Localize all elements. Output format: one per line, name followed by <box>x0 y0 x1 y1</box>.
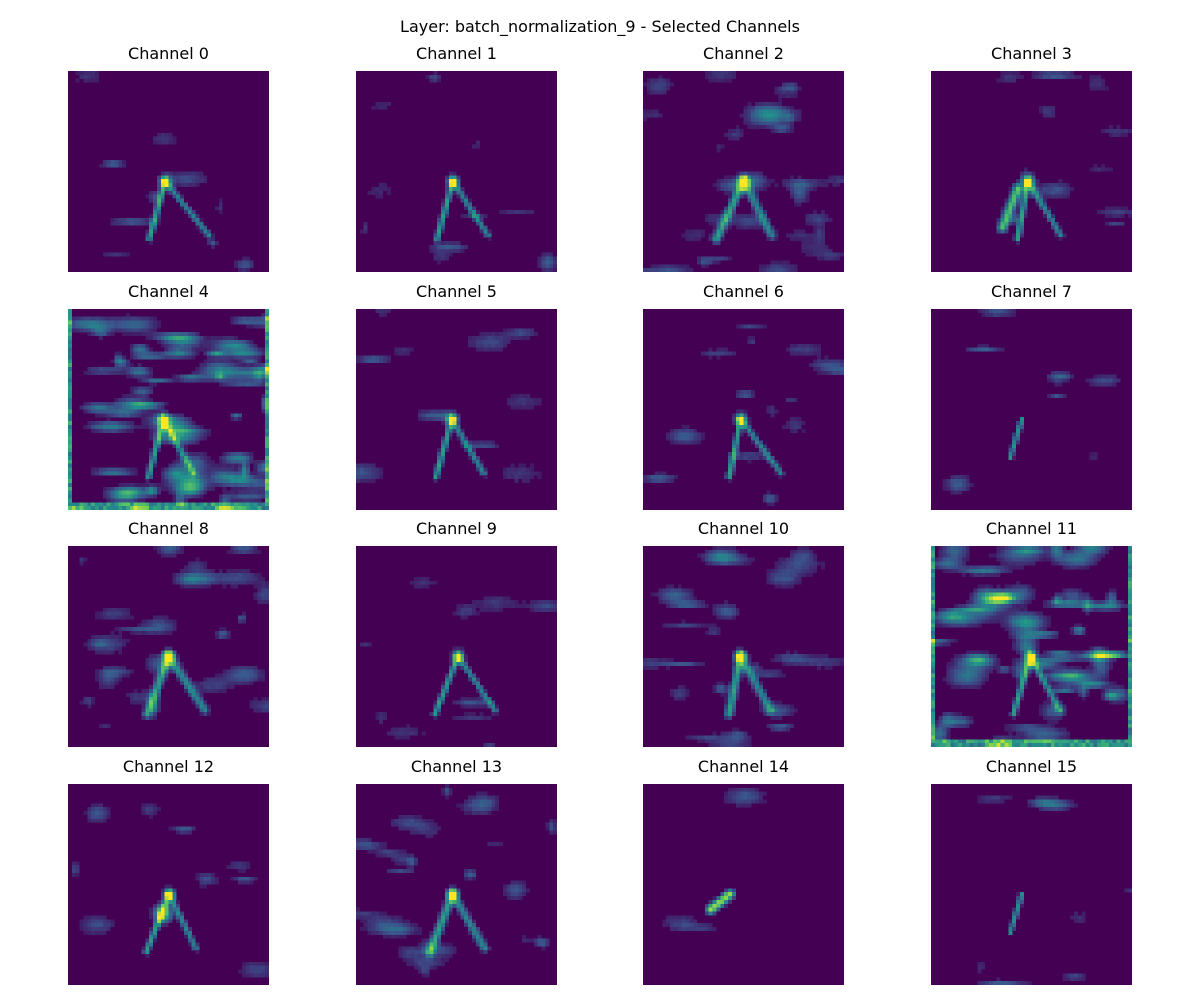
channel-title: Channel 5 <box>416 282 497 301</box>
activation-heatmap <box>931 71 1132 272</box>
channel-panel: Channel 6 <box>643 282 844 510</box>
heatmap-background <box>931 784 1132 985</box>
activation-heatmap <box>68 546 269 747</box>
figure-title: Layer: batch_normalization_9 - Selected … <box>400 17 800 36</box>
activation-heatmap <box>68 309 269 510</box>
channel-panel: Channel 11 <box>931 519 1132 747</box>
channel-title: Channel 13 <box>410 757 503 776</box>
activation-heatmap <box>68 784 269 985</box>
activation-heatmap <box>356 309 557 510</box>
activation-heatmap <box>356 784 557 985</box>
activation-heatmap <box>931 784 1132 985</box>
channel-panel: Channel 5 <box>356 282 557 510</box>
channel-panel: Channel 9 <box>356 519 557 747</box>
channel-title: Channel 2 <box>703 44 784 63</box>
channel-title: Channel 8 <box>128 519 209 538</box>
channel-panel: Channel 1 <box>356 44 557 272</box>
channel-title: Channel 14 <box>697 757 790 776</box>
channel-title: Channel 1 <box>416 44 497 63</box>
channel-panel: Channel 12 <box>68 757 269 985</box>
channel-title: Channel 0 <box>128 44 209 63</box>
channel-panel: Channel 7 <box>931 282 1132 510</box>
channel-title: Channel 10 <box>697 519 790 538</box>
channel-panel: Channel 0 <box>68 44 269 272</box>
channel-title: Channel 7 <box>991 282 1072 301</box>
channel-panel: Channel 2 <box>643 44 844 272</box>
channel-title: Channel 4 <box>128 282 209 301</box>
channel-panel: Channel 3 <box>931 44 1132 272</box>
activation-heatmap <box>643 71 844 272</box>
activation-heatmap <box>68 71 269 272</box>
channel-title: Channel 15 <box>985 757 1078 776</box>
activation-heatmap <box>643 546 844 747</box>
activation-heatmap <box>356 71 557 272</box>
channel-panel: Channel 13 <box>356 757 557 985</box>
activation-heatmap <box>643 309 844 510</box>
channel-panel: Channel 4 <box>68 282 269 510</box>
channel-title: Channel 3 <box>991 44 1072 63</box>
activation-heatmap <box>356 546 557 747</box>
channel-panel: Channel 15 <box>931 757 1132 985</box>
channel-title: Channel 9 <box>416 519 497 538</box>
channel-panel: Channel 8 <box>68 519 269 747</box>
activation-heatmap <box>931 309 1132 510</box>
channel-title: Channel 6 <box>703 282 784 301</box>
channel-title: Channel 11 <box>985 519 1078 538</box>
heatmap-background <box>643 784 844 985</box>
activation-heatmap <box>643 784 844 985</box>
activation-heatmap <box>931 546 1132 747</box>
channel-panel: Channel 14 <box>643 757 844 985</box>
channel-title: Channel 12 <box>122 757 215 776</box>
channel-panel: Channel 10 <box>643 519 844 747</box>
